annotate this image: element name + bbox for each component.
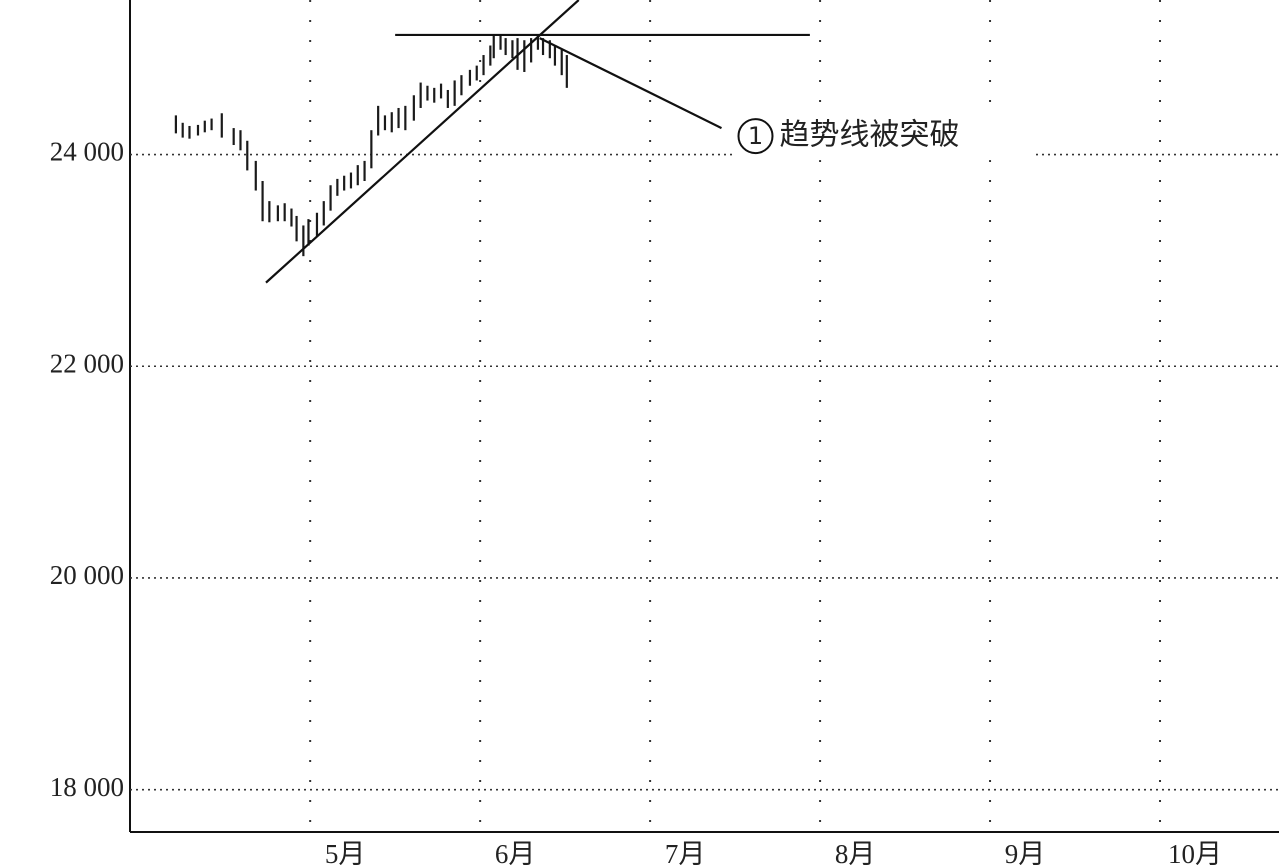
reference-line <box>265 0 580 284</box>
x-tick-label: 5月 <box>325 839 366 865</box>
y-tick-label: 22 000 <box>50 348 124 378</box>
y-tick-label: 20 000 <box>50 560 124 590</box>
x-tick-label: 10月 <box>1168 839 1222 865</box>
annotation-bg <box>735 112 1036 161</box>
x-tick-label: 8月 <box>835 839 876 865</box>
x-tick-label: 6月 <box>495 839 536 865</box>
reference-line <box>539 37 722 130</box>
y-tick-label: 24 000 <box>50 137 124 167</box>
annotation-marker: 1 <box>748 122 763 150</box>
x-tick-label: 9月 <box>1005 839 1046 865</box>
annotation-text: 趋势线被突破 <box>779 118 959 153</box>
y-tick-label: 18 000 <box>50 772 124 802</box>
x-tick-label: 7月 <box>665 839 706 865</box>
annotation-circle <box>737 118 774 155</box>
